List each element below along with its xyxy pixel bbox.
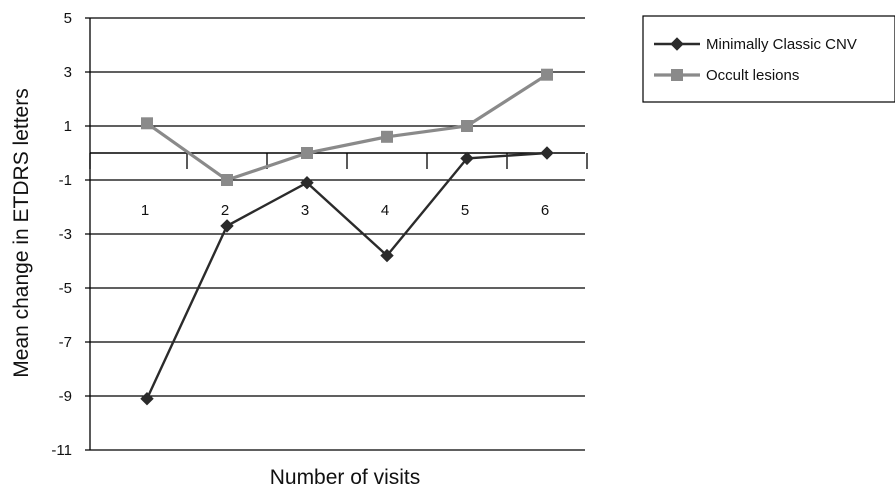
x-tick-label: 1 [141,202,149,219]
data-point-square [461,120,473,132]
data-point-diamond [540,146,554,160]
x-tick-label: 4 [381,202,389,219]
series-line [146,73,548,182]
y-tick-labels: 5 3 1 -1 -3 -5 -7 -9 -11 [51,10,72,459]
y-tick-label: -7 [59,334,72,351]
data-point-square [541,68,553,81]
data-point-square [221,174,233,186]
data-point-square [671,69,683,81]
data-point-diamond [300,175,314,190]
y-tick-label: -9 [59,388,72,405]
series-lines [140,68,554,406]
y-tick-label: 3 [64,64,72,81]
data-point-square [301,147,313,159]
data-point-square [141,117,153,130]
legend: Minimally Classic CNV Occult lesions [642,15,895,103]
x-tick-label: 3 [301,202,309,219]
x-axis-at-zero: 1 2 3 4 5 6 [89,152,588,219]
data-point-diamond [140,391,154,406]
data-point-diamond [670,37,684,51]
y-tick-label: -5 [59,280,72,297]
data-point-diamond [380,248,394,263]
y-tick-label: 1 [64,118,72,135]
x-tick-label: 5 [461,202,469,219]
x-axis-title: Number of visits [270,466,421,489]
y-axis-title: Mean change in ETDRS letters [10,88,33,377]
data-point-diamond [460,151,474,166]
y-tick-label: 5 [64,10,72,27]
x-tick-label: 6 [541,202,549,219]
y-tick-label: -1 [59,172,72,189]
data-point-diamond [220,219,234,233]
legend-item: Minimally Classic CNV [654,36,857,53]
series-line [145,151,548,400]
series-minimally-classic-cnv [140,146,554,406]
series-occult-lesions [141,68,553,186]
x-tick-label: 2 [221,202,229,219]
legend-box [642,15,895,103]
y-tick-label: -11 [51,442,72,459]
y-tick-label: -3 [59,226,72,243]
data-point-square [381,130,393,143]
legend-label: Occult lesions [706,67,799,84]
legend-item: Occult lesions [654,67,799,84]
legend-label: Minimally Classic CNV [706,36,857,53]
gridlines [85,17,585,451]
legend-items: Minimally Classic CNV Occult lesions [654,36,857,84]
